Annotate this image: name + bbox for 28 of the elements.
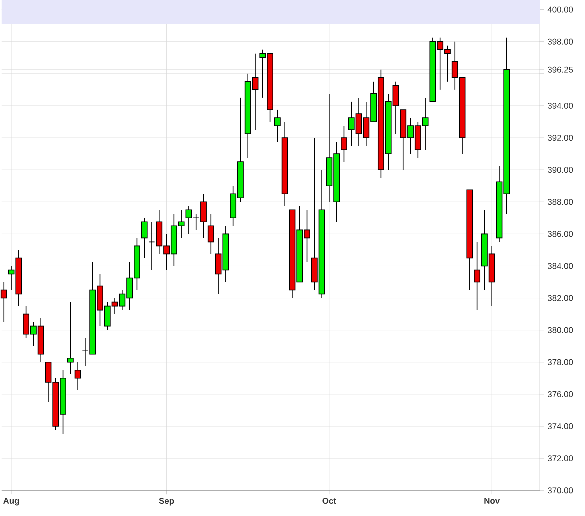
y-tick-label: 380.00: [548, 328, 574, 334]
y-tick-label: 378.00: [548, 360, 574, 366]
y-tick-label: 386.00: [548, 231, 574, 238]
candlestick: [274, 110, 281, 143]
candlestick: [74, 362, 82, 392]
y-tick-label: 390.00: [548, 167, 574, 174]
y-tick-label: 392.00: [548, 135, 574, 142]
x-tick-label: Nov: [484, 498, 500, 504]
candlestick: [474, 242, 481, 311]
x-tick-label: Sep: [159, 498, 174, 506]
y-tick-label: 382.00: [548, 296, 574, 302]
y-tick-label: 398.00: [548, 39, 574, 46]
y-tick-label: 370.00: [548, 488, 574, 494]
candlestick: [0, 282, 8, 323]
y-tick-label: 394.00: [548, 103, 574, 110]
y-tick-label: 372.00: [548, 456, 574, 462]
y-tick-label: 396.25: [548, 67, 574, 74]
x-tick-label: Oct: [322, 498, 336, 504]
y-tick-label: 400.00: [548, 7, 574, 14]
y-tick-label: 374.00: [548, 424, 574, 430]
y-tick-label: 376.00: [548, 392, 574, 398]
candlestick: [341, 126, 348, 163]
candlestick: [208, 214, 214, 255]
y-tick-label: 384.00: [548, 263, 574, 270]
y-tick-label: 388.00: [548, 199, 574, 206]
candlestick: [67, 302, 74, 376]
candlestick: [141, 218, 148, 259]
x-tick-label: Aug: [4, 498, 20, 506]
